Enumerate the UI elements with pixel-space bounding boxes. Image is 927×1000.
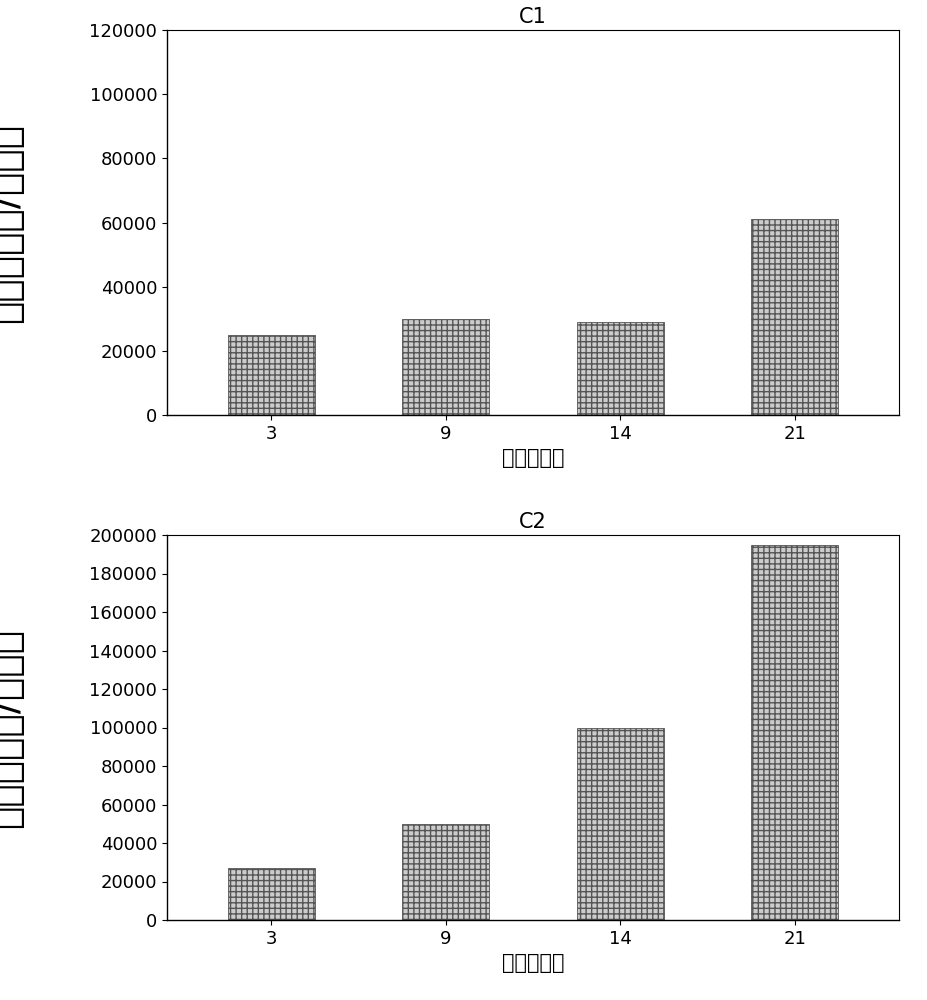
Bar	[402, 319, 489, 415]
X-axis label: 时间（天）: 时间（天）	[502, 448, 565, 468]
Bar	[751, 545, 838, 920]
Bar	[228, 868, 315, 920]
Text: 浓度（皮克/毫升）: 浓度（皮克/毫升）	[0, 627, 23, 828]
Bar	[228, 335, 315, 415]
Bar	[751, 219, 838, 415]
Bar	[577, 728, 664, 920]
X-axis label: 时间（天）: 时间（天）	[502, 953, 565, 973]
Bar	[577, 322, 664, 415]
Title: C1: C1	[519, 7, 547, 27]
Bar	[402, 824, 489, 920]
Title: C2: C2	[519, 512, 547, 532]
Text: 浓度（皮克/毫升）: 浓度（皮克/毫升）	[0, 122, 23, 323]
